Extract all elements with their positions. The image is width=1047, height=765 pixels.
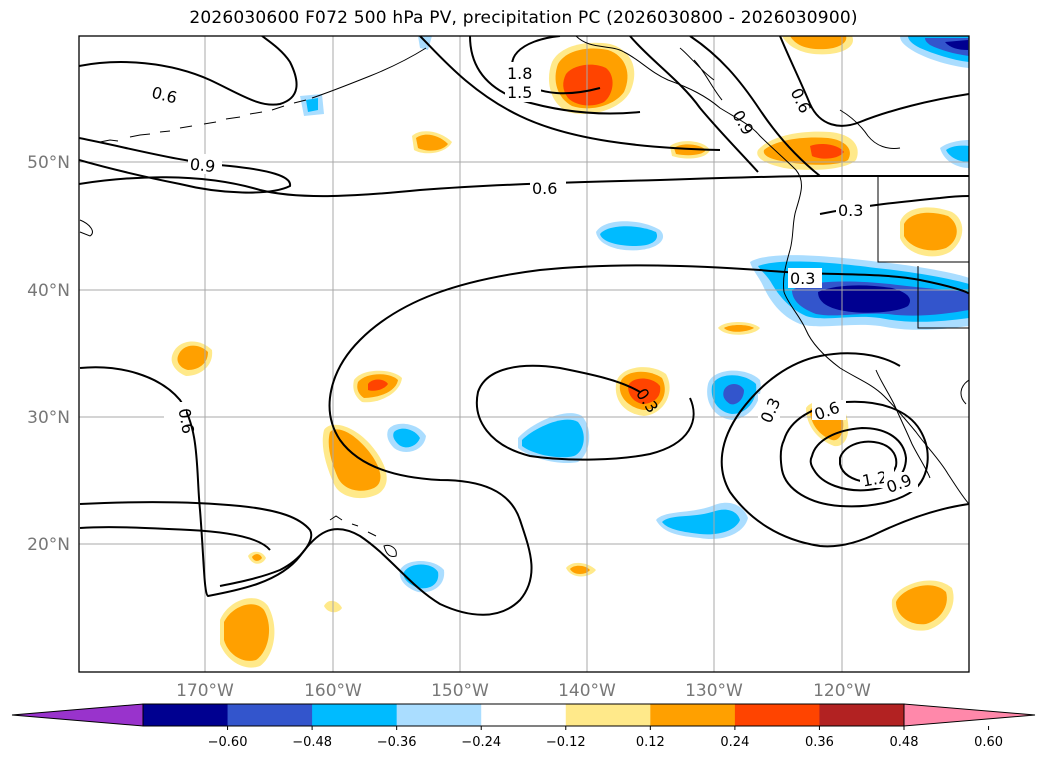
colorbar-tick-label: −0.48	[292, 735, 332, 750]
colorbar-tick-label: 0.60	[974, 735, 1003, 750]
colorbar-swatch	[396, 704, 482, 726]
pv-contours	[79, 36, 969, 616]
colorbar-swatch	[565, 704, 651, 726]
contour-label: 0.3	[838, 201, 863, 220]
colorbar-tick-label: −0.36	[377, 735, 417, 750]
contour-label: 1.2	[861, 467, 889, 490]
colorbar-extend-low	[12, 704, 143, 726]
latitude-axis: 50°N 40°N 30°N 20°N	[27, 153, 70, 555]
lon-tick-label: 170°W	[176, 681, 234, 701]
map-title: 2026030600 F072 500 hPa PV, precipitatio…	[189, 8, 858, 28]
colorbar-tick-label: −0.24	[461, 735, 501, 750]
colorbar-swatch	[650, 704, 736, 726]
colorbar-swatch	[227, 704, 313, 726]
graticule	[79, 36, 969, 672]
colorbar-tick-label: 0.48	[890, 735, 919, 750]
lon-tick-label: 140°W	[558, 681, 616, 701]
contour-label: 0.6	[532, 179, 557, 198]
lon-tick-label: 160°W	[304, 681, 362, 701]
coastlines	[79, 36, 969, 557]
lon-tick-label: 150°W	[431, 681, 489, 701]
lat-tick-label: 50°N	[27, 153, 70, 173]
colorbar-tick-label: −0.60	[208, 735, 248, 750]
colorbar-swatch	[143, 704, 229, 726]
colorbar-swatch	[312, 704, 398, 726]
north-america-coastline	[575, 36, 969, 505]
colorbar: −0.60 −0.48 −0.36 −0.24 −0.12 0.12 0.24 0.36 0.4…	[11, 703, 1036, 750]
colorbar-ticks: −0.60 −0.48 −0.36 −0.24 −0.12 0.12 0.24 0.36 0.4…	[208, 726, 1003, 750]
colorbar-swatch	[481, 704, 567, 726]
contour-label: 0.3	[790, 269, 815, 288]
colorbar-tick-label: −0.12	[546, 735, 586, 750]
longitude-axis: 170°W 160°W 150°W 140°W 130°W 120°W	[176, 681, 871, 701]
colorbar-tick-label: 0.12	[636, 735, 665, 750]
contour-label: 1.5	[507, 83, 532, 102]
contour-label: 1.8	[507, 64, 532, 83]
lat-tick-label: 30°N	[27, 408, 70, 428]
colorbar-extend-high	[904, 704, 1035, 726]
lat-tick-label: 20°N	[27, 535, 70, 555]
map-panel: 0.6 0.9 1.8 1.5 0.6 0.9 0.6 0.3 0.3 0.6 …	[79, 36, 969, 672]
lon-tick-label: 130°W	[685, 681, 743, 701]
map-frame	[78, 35, 970, 673]
lat-tick-label: 40°N	[27, 281, 70, 301]
lon-tick-label: 120°W	[813, 681, 871, 701]
colorbar-tick-label: 0.24	[720, 735, 749, 750]
contour-label: 0.9	[189, 155, 216, 177]
colorbar-swatches	[12, 704, 1035, 726]
colorbar-swatch	[734, 704, 820, 726]
colorbar-tick-label: 0.36	[805, 735, 834, 750]
contour-label: 0.6	[175, 407, 198, 435]
colorbar-swatch	[819, 704, 905, 726]
